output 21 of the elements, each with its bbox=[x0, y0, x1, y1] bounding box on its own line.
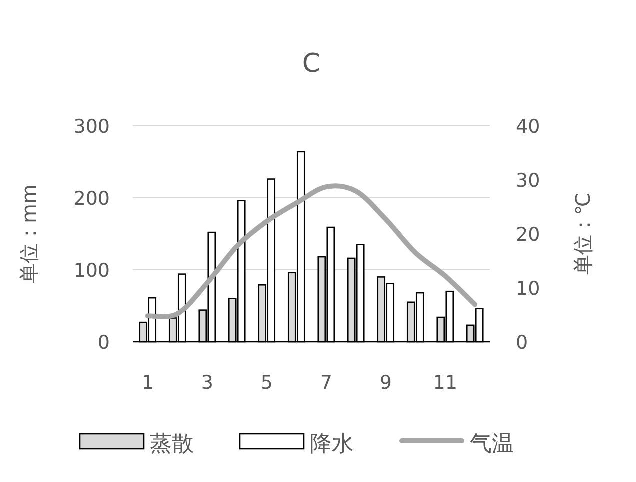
y-tick-label: 300 bbox=[74, 116, 110, 138]
x-tick-label: 3 bbox=[201, 372, 214, 394]
y-tick-label: 0 bbox=[98, 332, 110, 354]
y2-axis-title: 单位：℃ bbox=[571, 192, 595, 276]
chart-title: C bbox=[302, 49, 321, 79]
y2-tick-label: 10 bbox=[516, 278, 540, 300]
x-tick-label: 5 bbox=[260, 372, 273, 394]
y2-tick-label: 40 bbox=[516, 116, 540, 138]
y2-tick-label: 0 bbox=[516, 332, 528, 354]
y2-tick-label: 30 bbox=[516, 170, 540, 192]
x-tick-label: 9 bbox=[380, 372, 392, 394]
legend-label: 降水 bbox=[310, 432, 354, 457]
x-tick-label: 1 bbox=[142, 372, 154, 394]
x-tick-label: 7 bbox=[320, 372, 332, 394]
legend-label: 气温 bbox=[470, 432, 514, 457]
legend-label: 蒸散 bbox=[150, 432, 194, 457]
y-tick-label: 200 bbox=[74, 188, 110, 210]
x-tick-label: 11 bbox=[433, 372, 458, 394]
y-tick-label: 100 bbox=[74, 260, 110, 282]
y2-tick-label: 20 bbox=[516, 224, 540, 246]
y-axis-title: 单位：mm bbox=[17, 184, 41, 284]
